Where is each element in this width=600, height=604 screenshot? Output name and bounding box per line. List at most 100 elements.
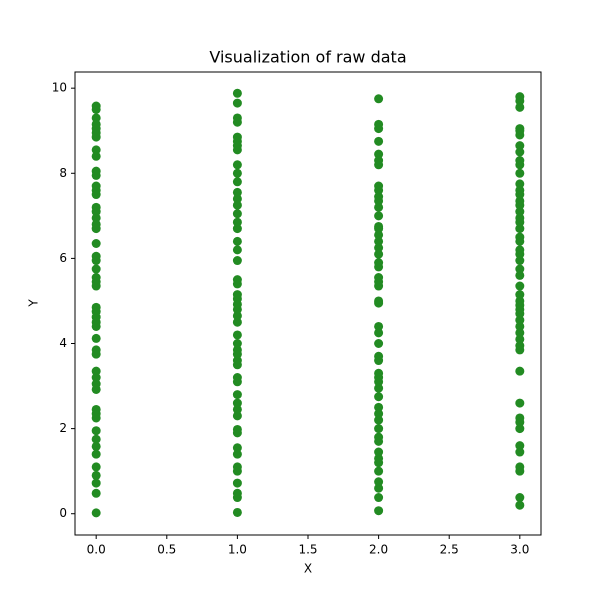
x-tick-label: 2.5 <box>440 543 459 557</box>
point <box>91 441 101 451</box>
point <box>232 209 242 219</box>
point <box>232 245 242 255</box>
point <box>515 92 525 102</box>
point <box>91 404 101 414</box>
point <box>515 500 525 510</box>
point <box>232 88 242 98</box>
point <box>515 245 525 255</box>
point <box>515 281 525 291</box>
point <box>232 373 242 383</box>
point <box>232 224 242 234</box>
point <box>232 404 242 414</box>
y-tick-label: 4 <box>59 336 67 350</box>
point <box>91 166 101 176</box>
point <box>374 156 384 166</box>
point <box>91 101 101 111</box>
point <box>374 230 384 240</box>
point <box>232 507 242 517</box>
x-tick-label: 3.0 <box>510 543 529 557</box>
point <box>374 477 384 487</box>
y-tick-label: 0 <box>59 506 67 520</box>
point <box>374 339 384 349</box>
point <box>232 424 242 434</box>
point <box>91 251 101 261</box>
point <box>232 256 242 266</box>
point <box>515 321 525 331</box>
point <box>374 409 384 419</box>
point <box>91 508 101 518</box>
point <box>91 181 101 191</box>
point <box>232 194 242 204</box>
point <box>374 402 384 412</box>
point <box>515 493 525 503</box>
point <box>232 177 242 187</box>
point <box>374 211 384 221</box>
point <box>232 462 242 472</box>
x-tick-label: 2.0 <box>369 543 388 557</box>
point <box>232 200 242 210</box>
point <box>515 102 525 112</box>
point <box>232 168 242 178</box>
point <box>515 462 525 472</box>
point <box>374 447 384 457</box>
point <box>91 273 101 283</box>
point <box>374 258 384 268</box>
point <box>91 302 101 312</box>
point <box>374 368 384 378</box>
point <box>515 264 525 274</box>
x-tick-label: 1.5 <box>298 543 317 557</box>
point <box>374 321 384 331</box>
point <box>374 192 384 202</box>
point <box>374 453 384 463</box>
x-tick-label: 0.0 <box>87 543 106 557</box>
point <box>374 119 384 129</box>
point <box>232 478 242 488</box>
point <box>374 273 384 283</box>
point <box>515 341 525 351</box>
point <box>232 449 242 459</box>
point <box>374 383 384 393</box>
point <box>374 202 384 212</box>
point <box>374 236 384 246</box>
point <box>91 113 101 123</box>
point <box>374 221 384 231</box>
x-tick-label: 0.5 <box>157 543 176 557</box>
point <box>232 236 242 246</box>
point <box>232 187 242 197</box>
point <box>374 483 384 493</box>
point <box>232 317 242 327</box>
y-tick-label: 8 <box>59 166 67 180</box>
point <box>515 447 525 457</box>
point <box>232 217 242 227</box>
point <box>232 339 242 349</box>
point <box>515 124 525 134</box>
point <box>374 424 384 434</box>
point <box>91 478 101 488</box>
point <box>515 290 525 300</box>
x-axis-label: X <box>304 562 312 576</box>
point <box>91 119 101 129</box>
point <box>515 441 525 451</box>
point <box>515 147 525 157</box>
point <box>232 411 242 421</box>
plot-frame <box>74 71 542 536</box>
point <box>91 434 101 444</box>
point <box>515 296 525 306</box>
point <box>515 213 525 223</box>
point <box>374 136 384 146</box>
point <box>91 238 101 248</box>
point <box>374 181 384 191</box>
point <box>374 392 384 402</box>
point <box>232 160 242 170</box>
point <box>91 462 101 472</box>
y-axis-label: Y <box>27 299 41 308</box>
point <box>515 179 525 189</box>
point <box>515 196 525 206</box>
point <box>515 270 525 280</box>
point <box>374 94 384 104</box>
point <box>515 256 525 266</box>
point <box>515 207 525 217</box>
chart-title: Visualization of raw data <box>209 48 406 67</box>
point <box>515 366 525 376</box>
